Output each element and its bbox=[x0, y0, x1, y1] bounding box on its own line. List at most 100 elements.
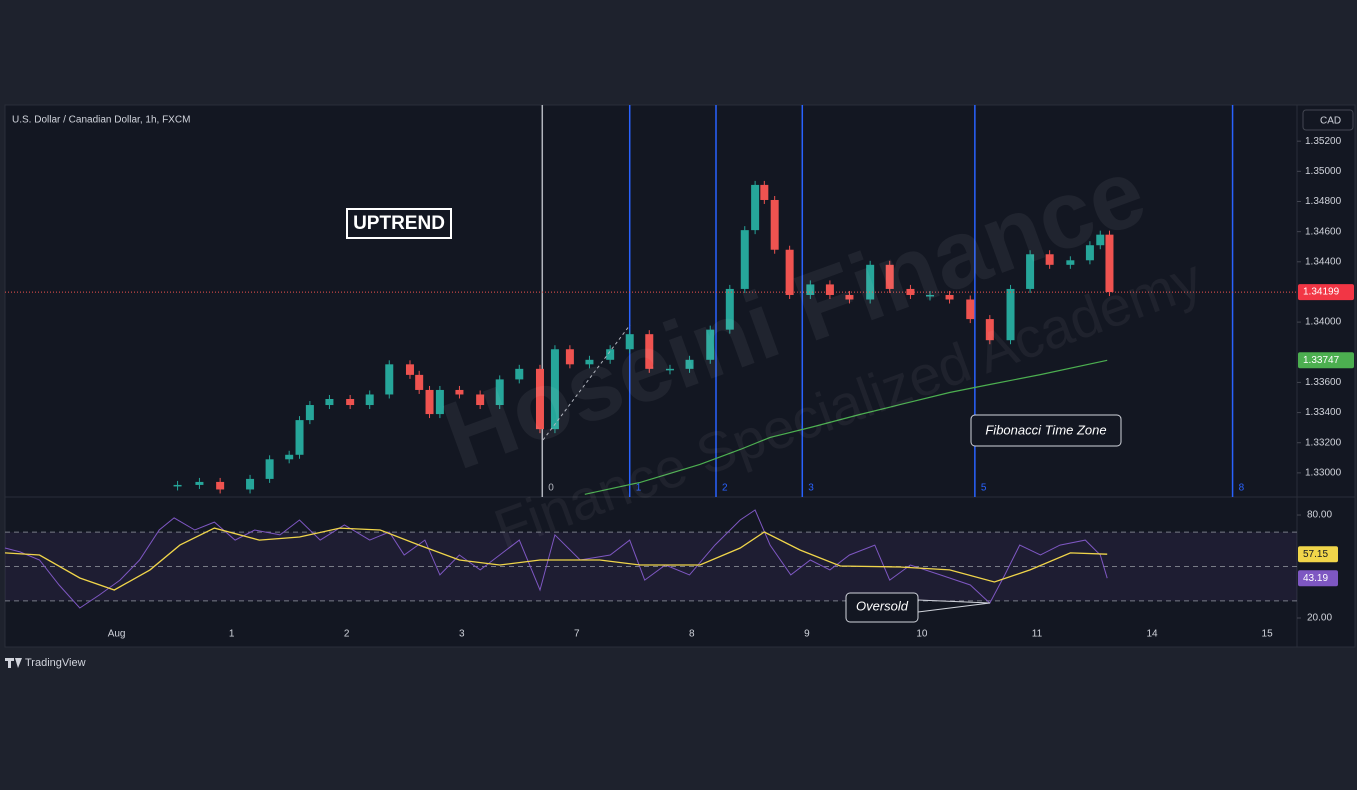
candle-body bbox=[1105, 234, 1114, 293]
x-tick-label: Aug bbox=[108, 629, 126, 640]
x-tick-label: 8 bbox=[689, 629, 695, 640]
candle-body bbox=[925, 294, 934, 297]
candle-body bbox=[285, 454, 294, 460]
candle-body bbox=[325, 399, 334, 406]
currency-label: CAD bbox=[1320, 116, 1341, 127]
candle-body bbox=[476, 394, 485, 406]
x-tick-label: 10 bbox=[916, 629, 928, 640]
candle-body bbox=[246, 478, 255, 490]
candle-body bbox=[740, 230, 749, 289]
candle-body bbox=[1006, 288, 1015, 341]
candle-body bbox=[346, 399, 355, 406]
y-tick-label: 1.33600 bbox=[1305, 377, 1342, 388]
y-tick-label: 20.00 bbox=[1307, 613, 1332, 624]
candle-body bbox=[195, 481, 204, 485]
candle-body bbox=[265, 459, 274, 479]
candle-body bbox=[885, 264, 894, 289]
oversold-label: Oversold bbox=[856, 598, 909, 613]
x-tick-label: 11 bbox=[1032, 629, 1043, 640]
fib-zone-label: 0 bbox=[548, 483, 554, 494]
candle-body bbox=[495, 379, 504, 406]
x-tick-label: 3 bbox=[459, 629, 465, 640]
indicator-value-label: 43.19 bbox=[1303, 573, 1328, 584]
fib-zone-label: 3 bbox=[808, 483, 814, 494]
ma-badge bbox=[1298, 352, 1354, 369]
candle-body bbox=[515, 368, 524, 380]
candle-body bbox=[1026, 254, 1035, 289]
x-tick-label: 15 bbox=[1262, 629, 1274, 640]
chart-frame bbox=[4, 104, 1356, 648]
tv-brand: TradingView bbox=[25, 657, 86, 669]
y-tick-label: 1.35200 bbox=[1305, 136, 1342, 147]
trend-line bbox=[542, 324, 631, 441]
indicator-value-label: 57.15 bbox=[1303, 549, 1328, 560]
level-band bbox=[5, 532, 1297, 601]
candle-body bbox=[665, 368, 674, 371]
candle-body bbox=[365, 394, 374, 406]
candle-body bbox=[405, 364, 414, 375]
plot: Aug 1 2 3 7 8 9 10 11 14 151.352001.350001.348001.… bbox=[4, 105, 1354, 640]
indicator-badge bbox=[1298, 546, 1338, 563]
fib-zone-label: 8 bbox=[1239, 483, 1245, 494]
symbol-title: U.S. Dollar / Canadian Dollar, 1h, FXCM bbox=[12, 115, 190, 126]
candle-body bbox=[985, 319, 994, 341]
candle-body bbox=[770, 199, 779, 250]
indicator-badge bbox=[1298, 570, 1338, 587]
candle-body bbox=[535, 368, 544, 430]
candle-body bbox=[455, 389, 464, 395]
candle-body bbox=[751, 184, 760, 231]
y-tick-label: 1.33400 bbox=[1305, 407, 1342, 418]
candle-body bbox=[685, 359, 694, 369]
candle-body bbox=[295, 420, 304, 455]
tv-logo bbox=[5, 658, 22, 668]
candle-body bbox=[866, 264, 875, 300]
candle-body bbox=[173, 484, 182, 487]
x-tick-label: 7 bbox=[574, 629, 580, 640]
indicator-line bbox=[4, 527, 1108, 591]
indicator-line bbox=[4, 509, 1108, 609]
candle-body bbox=[945, 294, 954, 300]
fib-zone-label: 5 bbox=[981, 483, 987, 494]
candle-body bbox=[785, 249, 794, 295]
candle-body bbox=[565, 349, 574, 365]
candle-body bbox=[425, 389, 434, 415]
y-tick-label: 1.33200 bbox=[1305, 437, 1342, 448]
candle-body bbox=[550, 349, 559, 430]
candle-body bbox=[585, 359, 594, 365]
moving-average bbox=[584, 359, 1108, 495]
y-tick-label: 1.33000 bbox=[1305, 468, 1342, 479]
candle-body bbox=[760, 184, 769, 200]
candle-body bbox=[216, 481, 225, 490]
candle-body bbox=[966, 299, 975, 320]
candle-body bbox=[435, 389, 444, 415]
x-tick-label: 14 bbox=[1146, 629, 1158, 640]
y-tick-label: 1.35000 bbox=[1305, 166, 1342, 177]
candle-body bbox=[415, 374, 424, 390]
candle-body bbox=[806, 284, 815, 295]
y-tick-label: 1.34800 bbox=[1305, 196, 1342, 207]
last-price-badge bbox=[1298, 284, 1354, 301]
x-tick-label: 1 bbox=[229, 629, 235, 640]
y-tick-label: 1.34600 bbox=[1305, 226, 1342, 237]
candle-body bbox=[305, 405, 314, 421]
fib-zone-label: 2 bbox=[722, 483, 728, 494]
uptrend-label: UPTREND bbox=[353, 213, 445, 234]
x-tick-label: 9 bbox=[804, 629, 810, 640]
oversold-callout bbox=[917, 599, 991, 613]
currency-badge[interactable] bbox=[1302, 109, 1354, 131]
candle-body bbox=[725, 288, 734, 330]
candle-body bbox=[385, 364, 394, 395]
candle-body bbox=[1085, 245, 1094, 261]
candle-body bbox=[825, 284, 834, 295]
y-tick-label: 80.00 bbox=[1307, 510, 1332, 521]
candle-body bbox=[1096, 234, 1105, 246]
candle-body bbox=[625, 334, 634, 350]
x-tick-label: 2 bbox=[344, 629, 350, 640]
candle-body bbox=[1066, 260, 1075, 265]
fib-zone-label: 1 bbox=[636, 483, 642, 494]
uptrend-box bbox=[346, 208, 452, 239]
ma-label: 1.33747 bbox=[1303, 355, 1340, 366]
candle-body bbox=[606, 349, 615, 360]
